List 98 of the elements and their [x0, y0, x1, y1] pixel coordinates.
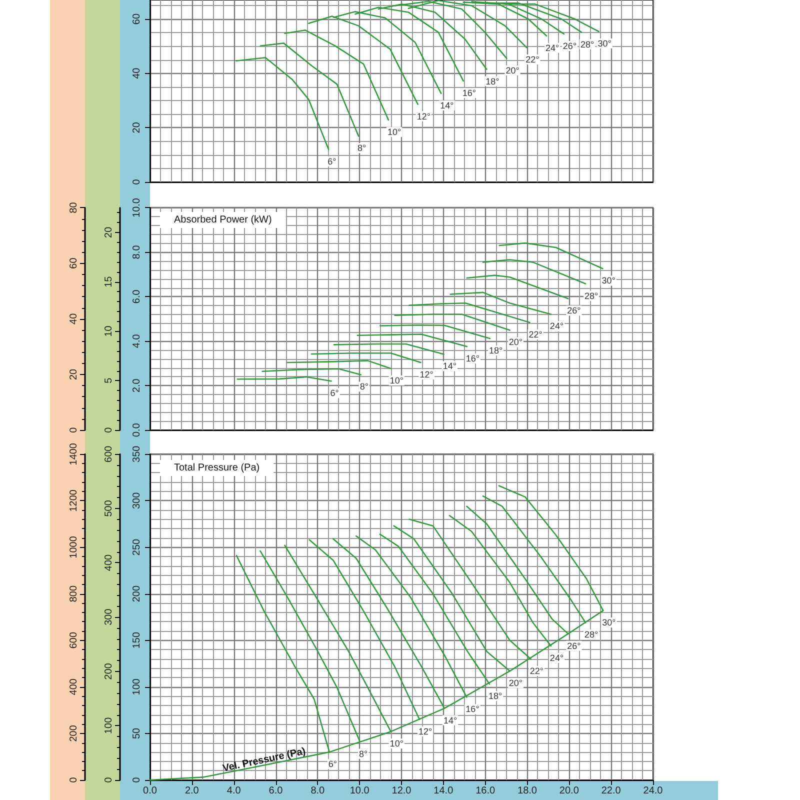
y-tick-label: 0.0 [132, 422, 142, 437]
y-tick-label: 4.0 [132, 334, 142, 348]
series-label: 26° [562, 40, 577, 51]
y-tick-label: 0 [132, 178, 142, 185]
y3-tick-label: 0 [68, 426, 80, 433]
series-label: 26° [567, 306, 582, 316]
y-tick-label: 60 [132, 13, 142, 25]
y3-tick-label: 1000 [68, 536, 80, 558]
x-tick-label: 4.0 [226, 786, 242, 796]
y-tick-label: 100 [132, 678, 142, 696]
series-label: 24° [550, 321, 564, 332]
series-label: 12° [420, 369, 434, 380]
series-label: 26° [567, 640, 582, 651]
text: Absorbed Power (kW) [174, 214, 272, 226]
y3-tick-label: 60 [68, 257, 80, 269]
y2-tick-label: 200 [104, 662, 114, 680]
y2-tick-label: 5 [104, 377, 114, 384]
series-label: 20° [508, 678, 523, 688]
y3-tick-label: 600 [68, 632, 80, 649]
y-tick-label: 2.0 [132, 378, 142, 393]
y-tick-label: 40 [132, 67, 142, 79]
y-tick-label: 250 [132, 538, 142, 556]
series-label: 14° [442, 361, 457, 372]
x-tick-label: 2.0 [184, 786, 200, 796]
y-tick-label: 350 [132, 445, 142, 462]
series-label: 28° [584, 630, 599, 640]
x-tick-label: 14.0 [434, 786, 454, 796]
y-tick-label: 50 [132, 727, 142, 740]
series-label: 18° [488, 345, 503, 356]
x-tick-label: 24.0 [643, 786, 664, 796]
series-label: 6° [328, 759, 338, 770]
y3-tick-label: 80 [68, 202, 80, 214]
series-label: 10° [388, 127, 402, 138]
y2-tick-label: 300 [104, 608, 114, 626]
y2-tick-label: 100 [104, 716, 114, 734]
series-label: 16° [466, 353, 480, 364]
y2-tick-label: 15 [104, 276, 114, 288]
y2-tick-label: 500 [104, 500, 114, 517]
y3-tick-label: 1200 [68, 489, 80, 512]
y3-tick-label: 0 [68, 776, 80, 783]
y2-tick-label: 600 [104, 445, 114, 462]
y2-tick-label: 10 [104, 325, 114, 337]
annotation: Vel. Pressure (Pa) [222, 746, 307, 774]
series-label: 14° [443, 715, 458, 726]
series-label: 28° [580, 39, 595, 50]
series-label: 22° [530, 666, 544, 676]
series-label: 20° [506, 65, 520, 76]
y3-tick-label: 800 [68, 585, 80, 602]
y-tick-label: 150 [132, 632, 142, 649]
y3-tick-label: 1400 [68, 442, 80, 466]
series-label: 12° [418, 726, 433, 736]
y-tick-label: 10.0 [132, 198, 142, 218]
series-label: 16° [466, 704, 480, 714]
y-tick-label: 0 [132, 776, 142, 783]
text: Total Pressure (Pa) [174, 462, 260, 474]
series-label: 22° [526, 54, 540, 65]
series-label: 20° [508, 337, 523, 348]
x-tick-label: 16.0 [476, 786, 496, 796]
y2-tick-label: 400 [104, 554, 114, 572]
series-label: 24° [546, 42, 560, 53]
series-label: 8° [359, 748, 368, 759]
y3-tick-label: 40 [68, 312, 80, 324]
series-label: 30° [602, 618, 616, 628]
series-label: 6° [330, 388, 340, 398]
y3-tick-label: 200 [68, 724, 80, 742]
series-label: 30° [598, 38, 612, 49]
x-tick-label: 0.0 [143, 786, 158, 796]
y2-tick-label: 0 [104, 426, 114, 433]
x-tick-label: 6.0 [268, 786, 284, 796]
y-tick-label: 300 [132, 492, 142, 510]
series-label: 10° [390, 738, 404, 749]
x-tick-label: 22.0 [601, 786, 622, 796]
y-tick-label: 8.0 [132, 244, 142, 260]
x-tick-label: 18.0 [518, 786, 538, 796]
x-tick-label: 20.0 [559, 786, 580, 796]
series-label: 24° [550, 652, 564, 663]
series-label: 6° [328, 156, 337, 166]
x-tick-label: 10.0 [350, 786, 370, 796]
series-label: 10° [390, 375, 404, 386]
y3-tick-label: 20 [68, 368, 80, 380]
y2-tick-label: 0 [104, 776, 114, 783]
series-label: 14° [440, 100, 454, 110]
y3-tick-label: 400 [68, 678, 80, 696]
series-label: 18° [486, 76, 500, 86]
series-label: 16° [462, 88, 476, 98]
series-label: 12° [416, 111, 431, 122]
y-tick-label: 20 [132, 122, 142, 134]
series-label: 28° [584, 290, 599, 301]
series-label: 22° [528, 329, 543, 340]
y2-tick-label: 20 [104, 226, 114, 238]
series-label: 8° [360, 382, 369, 392]
series-label: 8° [358, 143, 367, 154]
series-label: 30° [602, 276, 616, 286]
y-tick-label: 6.0 [132, 289, 142, 304]
x-tick-label: 12.0 [392, 786, 412, 796]
y-tick-label: 200 [132, 585, 142, 602]
x-tick-label: 8.0 [310, 786, 326, 796]
series-label: 18° [488, 691, 503, 702]
